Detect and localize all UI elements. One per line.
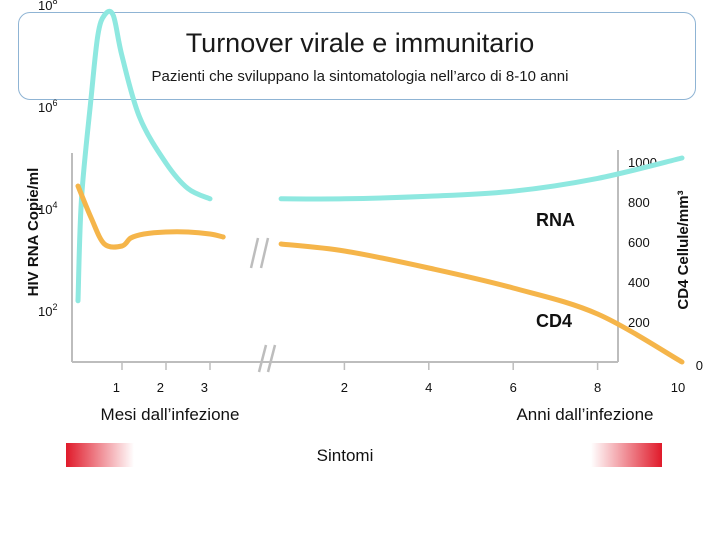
symptoms-label: Sintomi bbox=[317, 446, 374, 465]
x-tick-year-3: 8 bbox=[594, 380, 601, 395]
symptoms-bar-right bbox=[591, 443, 662, 467]
x-axis-months-title: Mesi dall’infezione bbox=[101, 405, 240, 424]
cd4-line-months bbox=[75, 183, 226, 250]
cd4-line-years bbox=[278, 241, 685, 365]
title-box bbox=[18, 12, 696, 100]
axis-break-lower bbox=[257, 344, 277, 373]
y-tick-right-5: 0 bbox=[696, 358, 703, 373]
cd4-series-label: CD4 bbox=[536, 311, 572, 331]
y-tick-right-2: 600 bbox=[628, 235, 650, 250]
rna-line-years bbox=[278, 155, 685, 202]
symptoms-bar-left bbox=[66, 443, 134, 467]
y-tick-left-3: 102 bbox=[38, 302, 57, 319]
x-axis-years-title: Anni dall’infezione bbox=[516, 405, 653, 424]
y-tick-left-1: 106 bbox=[38, 98, 57, 115]
x-tick-month-1: 2 bbox=[157, 380, 164, 395]
y-tick-right-3: 400 bbox=[628, 275, 650, 290]
y-tick-left-0: 108 bbox=[38, 0, 57, 13]
x-ticks: 1 2 3 2 4 6 8 10 bbox=[113, 362, 685, 395]
rna-line-months bbox=[75, 8, 213, 304]
y-tick-left-2: 104 bbox=[38, 200, 57, 217]
y-tick-right-4: 200 bbox=[628, 315, 650, 330]
y-tick-right-1: 800 bbox=[628, 195, 650, 210]
chart-title: Turnover virale e immunitario bbox=[185, 28, 535, 58]
x-tick-month-0: 1 bbox=[113, 380, 120, 395]
x-tick-year-4: 10 bbox=[671, 380, 685, 395]
x-tick-year-2: 6 bbox=[510, 380, 517, 395]
x-tick-year-1: 4 bbox=[425, 380, 432, 395]
x-tick-month-2: 3 bbox=[201, 380, 208, 395]
rna-series-label: RNA bbox=[536, 210, 575, 230]
y-axis-left-title: HIV RNA Copie/ml bbox=[25, 168, 42, 297]
axis-break-upper bbox=[249, 237, 270, 269]
y-ticks-left: 108 106 104 102 bbox=[38, 0, 57, 319]
y-axis-right-title: CD4 Cellule/mm³ bbox=[675, 190, 692, 309]
x-tick-year-0: 2 bbox=[341, 380, 348, 395]
chart-subtitle: Pazienti che sviluppano la sintomatologi… bbox=[151, 68, 569, 85]
